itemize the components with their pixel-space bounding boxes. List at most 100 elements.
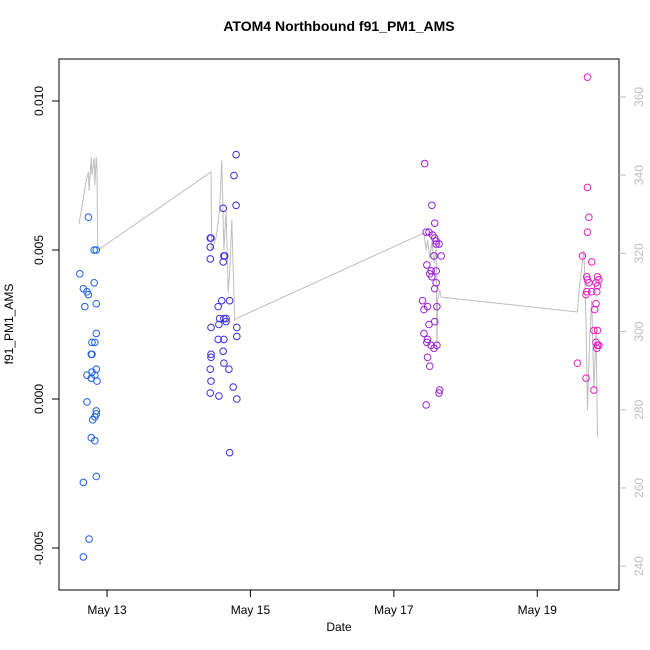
y2-tick-label: 280 [632, 399, 646, 419]
point [432, 267, 440, 275]
point [225, 365, 233, 373]
point [79, 478, 88, 487]
point [437, 252, 445, 260]
y2-tick-label: 320 [632, 243, 646, 263]
point [583, 183, 592, 192]
point [590, 386, 598, 394]
point [420, 305, 428, 314]
point [423, 261, 431, 269]
point [84, 290, 93, 299]
point [430, 317, 439, 326]
point [585, 278, 593, 287]
point [428, 201, 436, 210]
point [79, 553, 88, 561]
y2-tick-label: 240 [632, 556, 646, 576]
point [582, 290, 590, 299]
chart-title: ATOM4 Northbound f91_PM1_AMS [223, 18, 454, 34]
point [587, 287, 596, 296]
point [418, 296, 427, 305]
point [435, 386, 444, 394]
point [233, 332, 241, 341]
point [430, 219, 439, 227]
x-tick-label: May 19 [518, 603, 558, 617]
point [225, 448, 234, 457]
y-tick-label: 0.010 [32, 86, 46, 116]
point [222, 317, 230, 326]
point [207, 234, 215, 242]
point [583, 228, 592, 236]
point [206, 255, 215, 263]
y2-tick-label: 260 [632, 478, 646, 498]
point [219, 347, 227, 356]
y-axis-label: f91_PM1_AMS [2, 284, 16, 365]
point [590, 326, 598, 335]
point [91, 338, 99, 347]
point [423, 353, 432, 362]
point [425, 320, 433, 329]
point [232, 201, 240, 210]
point [75, 270, 84, 278]
y-tick-label: 0.000 [32, 384, 46, 414]
point [230, 171, 238, 180]
x-axis-label: Date [326, 620, 352, 634]
x-tick-label: May 13 [87, 603, 127, 617]
point [88, 350, 96, 359]
x-tick-label: May 17 [374, 603, 414, 617]
point [215, 392, 223, 400]
point [593, 281, 602, 290]
point [425, 362, 434, 371]
point [587, 258, 596, 266]
point [423, 335, 432, 344]
point [92, 472, 101, 481]
point [233, 395, 241, 403]
y-tick-label: 0.005 [32, 235, 46, 265]
point [92, 299, 101, 308]
point [582, 374, 590, 382]
point [206, 389, 215, 397]
point [81, 302, 89, 311]
y2-tick-label: 360 [632, 87, 646, 107]
point [85, 535, 93, 543]
point [220, 359, 228, 368]
point [214, 302, 222, 311]
y-tick-label: -0.005 [32, 531, 46, 565]
line [78, 157, 598, 438]
point [225, 296, 234, 305]
point [88, 338, 96, 347]
point [592, 287, 601, 296]
point [232, 150, 240, 159]
point [92, 329, 101, 338]
point [214, 335, 222, 344]
point [87, 374, 96, 382]
point [420, 159, 429, 168]
point [206, 243, 215, 251]
point [84, 213, 93, 222]
plot-frame [58, 58, 620, 591]
point [430, 344, 438, 353]
point [573, 359, 582, 368]
point [422, 401, 430, 409]
point [593, 326, 602, 335]
point [92, 246, 101, 254]
point [585, 213, 593, 222]
point [220, 252, 229, 260]
point [425, 270, 434, 278]
point [220, 335, 228, 344]
point [207, 323, 215, 332]
point [422, 228, 430, 236]
point [430, 252, 438, 260]
point [222, 314, 230, 323]
point [91, 436, 99, 445]
point [88, 416, 97, 424]
point [582, 287, 591, 296]
point [83, 398, 91, 406]
point [206, 365, 215, 373]
point [217, 296, 226, 305]
point [590, 305, 599, 314]
x-tick-label: May 15 [231, 603, 271, 617]
point [215, 320, 223, 329]
point [90, 278, 98, 287]
point [207, 377, 215, 385]
point [93, 377, 101, 385]
